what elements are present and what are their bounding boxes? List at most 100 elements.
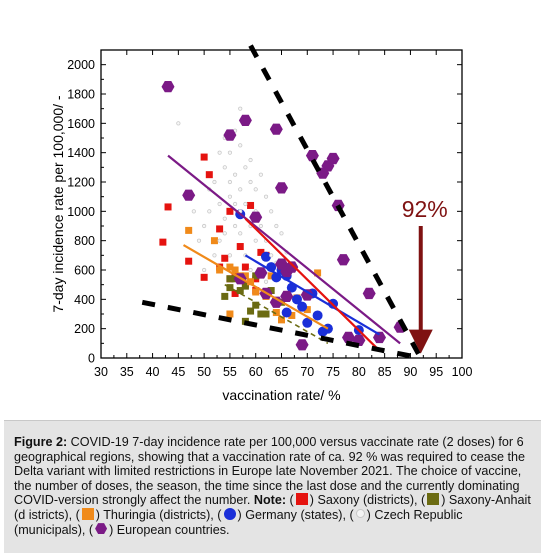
saxony-anhait-d-istricts-point [257,310,265,318]
saxony-anhait-d-istricts-point [262,310,270,318]
european-countries-point [295,339,309,351]
czech-republic-municipals-point [207,209,212,214]
saxony-districts-point [231,289,239,297]
thuringia-districts-point [303,306,311,314]
european-countries-point [300,289,314,301]
x-tick-label: 65 [275,365,289,379]
saxony-districts-point [164,203,172,211]
czech-republic-municipals-point [263,194,269,199]
saxony-districts-point [257,248,265,256]
y-tick-label: 600 [74,264,95,278]
czech-republic-municipals-point [279,231,284,236]
y-tick-label: 2000 [67,58,95,72]
germany-states-point [281,307,292,318]
thuringia-districts-point [226,263,234,271]
saxony-districts-point [236,243,244,251]
thuringia-districts-point [185,226,193,234]
czech-republic-municipals-point [258,223,263,229]
saxony-anhait-d-istricts-point [247,307,255,315]
trend-line [248,44,423,360]
saxony-anhait-d-istricts-point [226,284,234,292]
y-tick-label: 0 [88,352,95,366]
x-tick-label: 100 [452,365,473,379]
czech-republic-municipals-point [258,172,263,177]
czech-republic-municipals-point [238,106,243,111]
european-countries-point [305,150,319,162]
czech-republic-municipals-point [243,201,248,207]
x-tick-label: 90 [403,365,417,379]
figure-caption: Figure 2: COVID-19 7-day incidence rate … [14,435,536,537]
thuringia-districts-point [288,311,296,319]
saxony-anhait-d-istricts-point [241,282,249,290]
caption-text: COVID-19 7-day incidence rate per 100,00… [14,435,526,508]
figure-caption-box: Figure 2: COVID-19 7-day incidence rate … [4,420,541,553]
caption-legend-czech: ) Czech Republic (municipals), ( [14,507,463,537]
x-axis-label: vaccination rate/ % [222,387,340,403]
y-axis-label: 7-day incidence rate per 100,000/ - [50,95,66,312]
czech-republic-municipals-point [269,253,274,258]
european-countries-point [275,182,288,194]
czech-republic-municipals-point [202,267,207,273]
x-tick-label: 80 [352,365,366,379]
x-tick-label: 45 [171,365,185,379]
czech-republic-municipals-point [212,253,217,258]
germany-states-point [302,317,313,328]
czech-republic-municipals-point [217,238,222,243]
czech-republic-municipals-point [202,223,207,229]
czech-republic-municipals-point [248,179,253,185]
thuringia-districts-point [247,278,255,286]
czech-republic-municipals-point [222,231,227,236]
caption-note-label: Note: [253,493,287,508]
czech-republic-municipals-point [238,187,243,192]
czech-republic-municipals-point [227,150,233,155]
czech-republic-municipals-point [227,179,233,185]
x-tick-label: 95 [429,365,443,379]
caption-legend-thuringia: ) Thuringia (districts), ( [95,507,222,522]
thuringia-districts-point [272,309,280,317]
y-tick-label: 1200 [67,176,95,190]
y-tick-label: 1000 [67,205,95,219]
x-tick-label: 60 [249,365,263,379]
y-tick-label: 200 [74,322,95,336]
czech-republic-municipals-point [212,179,217,185]
czech-republic-municipals-point [248,267,253,273]
saxony-anhait-d-istricts-point [226,275,234,283]
x-tick-label: 30 [94,365,108,379]
czech-republic-municipals-point [217,150,222,155]
thuringia-districts-point [278,316,285,324]
annotation-label: 92% [402,196,448,222]
saxony-anhait-d-istricts-point [221,292,229,300]
x-tick-label: 40 [146,365,160,379]
annotation-arrowhead [408,329,433,354]
caption-legend-europe: ) European countries. [109,522,230,537]
czech-republic-municipals-point [232,172,238,177]
saxony-anhalt-swatch-icon [427,493,440,506]
saxony-districts-point [200,153,208,161]
thuringia-districts-point [216,266,224,274]
european-countries-point [373,331,386,344]
thuringia-districts-point [267,272,275,280]
saxony-anhait-d-istricts-point [252,301,260,309]
caption-label: Figure 2: [14,435,68,449]
caption-legend-anhalt: ) Saxony-Anhait (d istricts), ( [14,493,531,522]
european-countries-point [182,189,196,201]
y-tick-label: 400 [74,293,95,307]
european-countries-point [362,287,376,300]
czech-republic-municipals-point [227,194,233,199]
thuringia-districts-point [314,269,322,277]
germany-states-point [291,294,302,305]
czech-republic-municipals-point [196,238,202,243]
czech-republic-municipals-point [274,223,279,229]
trend-line [141,299,422,361]
x-tick-label: 35 [120,365,134,379]
x-tick-label: 50 [197,365,211,379]
saxony-districts-point [200,273,208,281]
thuringia-swatch-icon [81,507,94,520]
caption-legend-saxony: ) Saxony (districts), ( [309,493,426,508]
czech-republic-municipals-point [222,165,227,170]
germany-states-point [297,301,308,312]
czech-republic-municipals-point [263,279,269,284]
saxony-anhait-d-istricts-point [252,272,260,280]
czech-republic-municipals-point [217,201,222,207]
saxony-districts-point [221,254,229,262]
